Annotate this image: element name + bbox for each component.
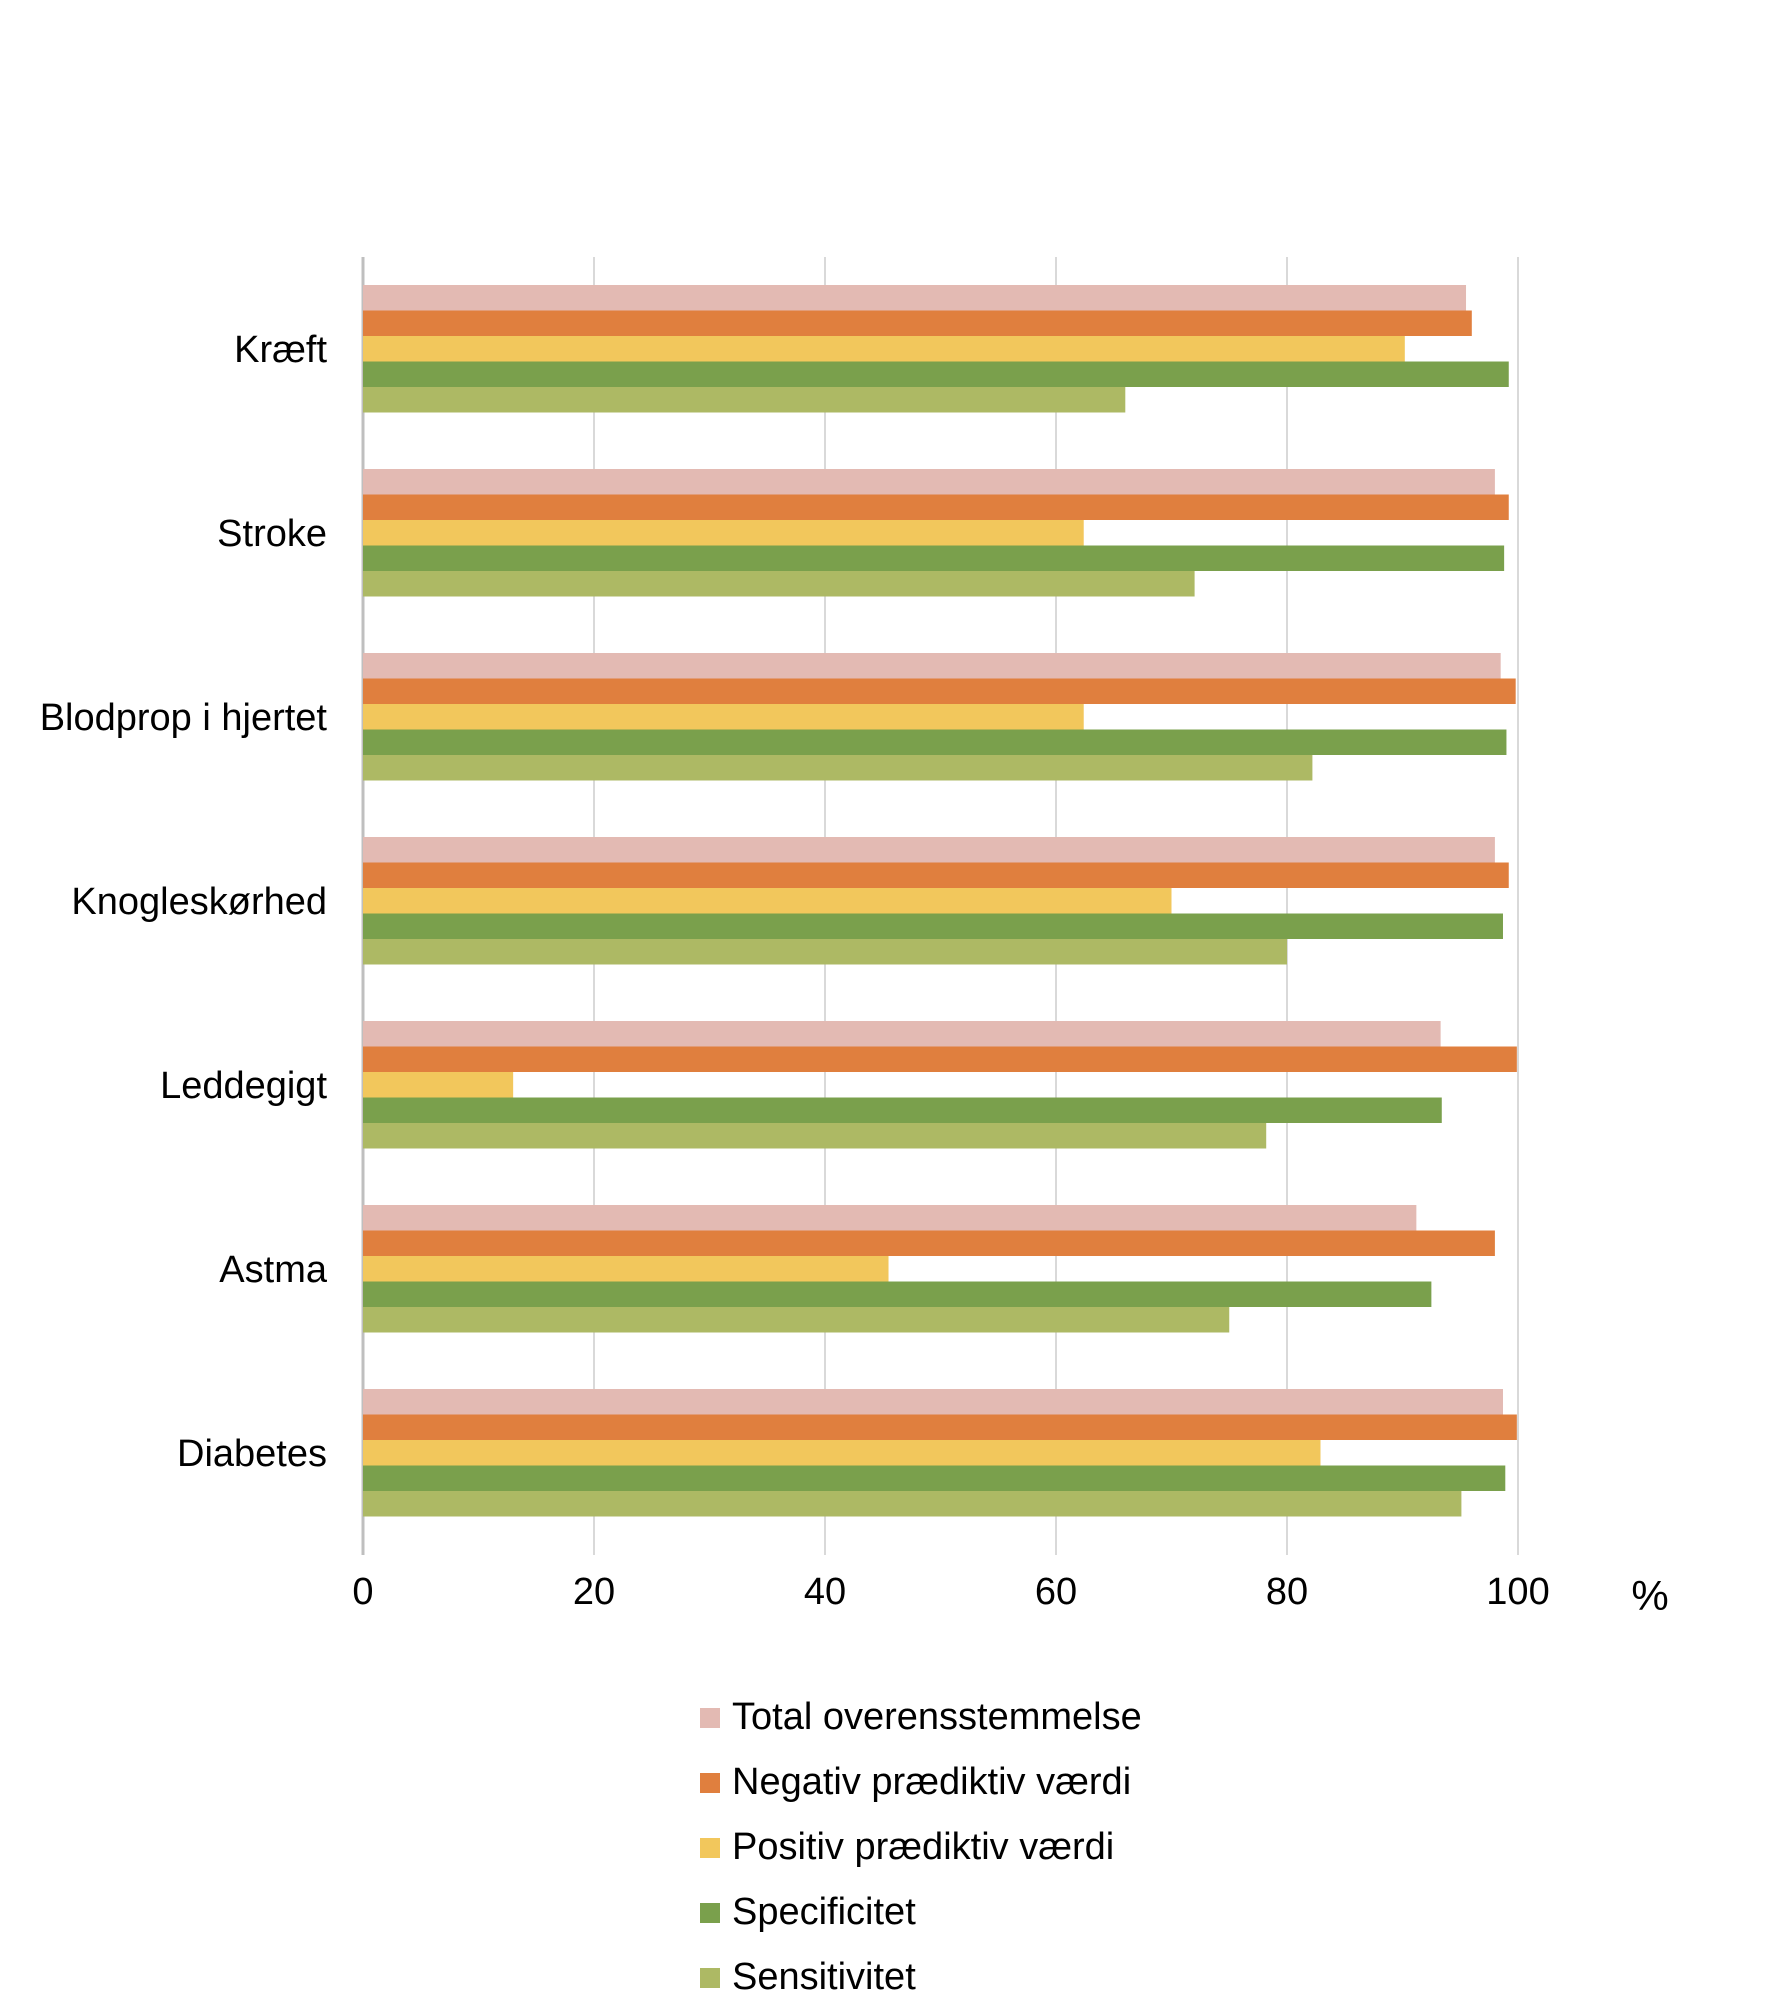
category-label: Knogleskørhed (71, 881, 327, 923)
bar (363, 1021, 1441, 1047)
bar (363, 494, 1509, 520)
bar (363, 387, 1126, 413)
legend-item: Specificitet (700, 1880, 1142, 1945)
x-tick-label: 0 (352, 1571, 373, 1613)
x-tick-label: 60 (1035, 1571, 1077, 1613)
bar (363, 571, 1195, 597)
bar (363, 755, 1313, 781)
bar (363, 361, 1509, 387)
legend-label: Sensitivitet (732, 1956, 916, 1998)
x-tick-label: 80 (1266, 1571, 1308, 1613)
bar (363, 336, 1405, 362)
legend-swatch (700, 1707, 720, 1728)
bar (363, 653, 1501, 679)
legend-label: Negativ prædiktiv værdi (732, 1761, 1132, 1803)
category-label: Blodprop i hjertet (40, 697, 328, 739)
legend-item: Sensitivitet (700, 1945, 1142, 2010)
bar (363, 1465, 1506, 1491)
bar (363, 1440, 1321, 1466)
category-label: Stroke (217, 513, 327, 555)
bar (363, 704, 1084, 730)
bar (363, 729, 1507, 755)
bar (363, 545, 1505, 571)
bar (363, 1389, 1503, 1415)
x-unit-label: % (1631, 1572, 1668, 1619)
bar (363, 678, 1516, 704)
bar (363, 862, 1509, 888)
legend-swatch (700, 1837, 720, 1858)
bar (363, 939, 1287, 965)
bar (363, 310, 1472, 336)
legend-label: Positiv prædiktiv værdi (732, 1826, 1115, 1868)
bar (363, 1281, 1432, 1307)
category-label: Astma (219, 1249, 328, 1291)
bar (363, 1491, 1462, 1517)
legend-swatch (700, 1772, 720, 1793)
bar (363, 469, 1495, 495)
bar (363, 520, 1084, 546)
legend-item: Positiv prædiktiv værdi (700, 1815, 1142, 1880)
legend-label: Total overensstemmelse (732, 1696, 1142, 1738)
category-label: Leddegigt (160, 1065, 327, 1107)
bar (363, 1072, 514, 1098)
bar (363, 888, 1172, 914)
bar (363, 1256, 889, 1282)
legend-item: Total overensstemmelse (700, 1685, 1142, 1750)
bar (363, 837, 1495, 863)
chart: Kræft Stroke Blodprop i hjertet Knogleskørh… (40, 257, 1669, 1619)
category-label: Kræft (234, 329, 327, 371)
bar (363, 1414, 1517, 1440)
legend: Total overensstemmelse Negativ prædiktiv … (700, 1685, 1142, 2010)
bar (363, 1230, 1495, 1256)
legend-item: Negativ prædiktiv værdi (700, 1750, 1142, 1815)
legend-label: Specificitet (732, 1891, 916, 1933)
x-tick-label: 100 (1486, 1571, 1549, 1613)
x-tick-label: 20 (573, 1571, 615, 1613)
legend-swatch (700, 1967, 720, 1988)
x-tick-label: 40 (804, 1571, 846, 1613)
bar (363, 1307, 1230, 1333)
bar (363, 1046, 1517, 1072)
bar (363, 913, 1503, 939)
bar (363, 285, 1467, 311)
bar (363, 1123, 1267, 1149)
bar (363, 1205, 1417, 1231)
category-label: Diabetes (177, 1433, 327, 1475)
legend-swatch (700, 1902, 720, 1923)
bar (363, 1097, 1442, 1123)
